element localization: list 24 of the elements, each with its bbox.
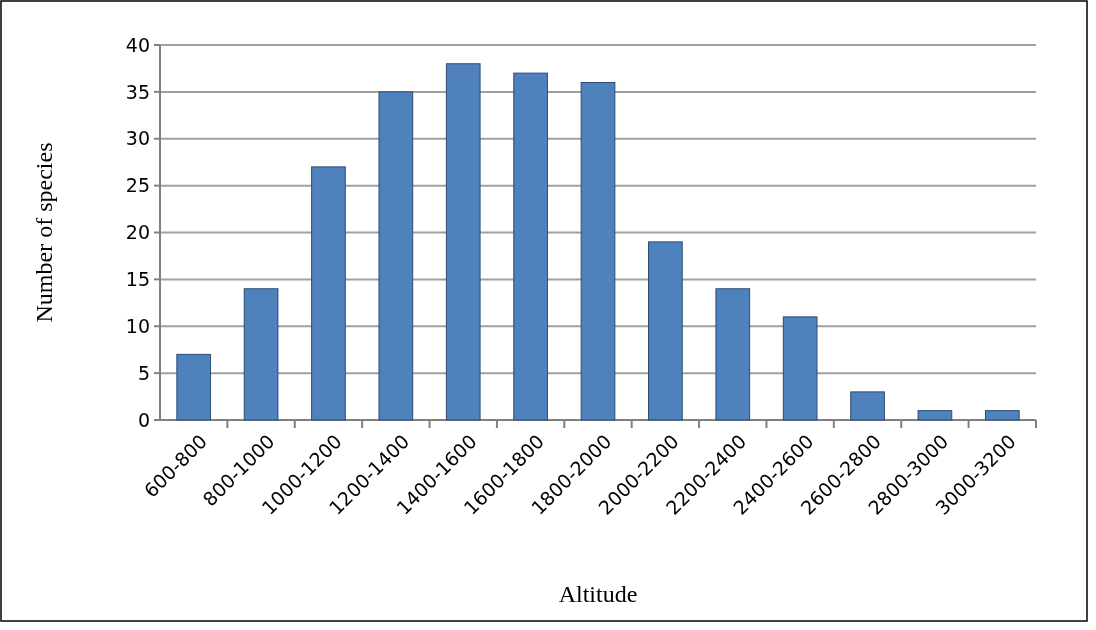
- y-tick-label: 20: [125, 221, 150, 244]
- y-tick-label: 25: [125, 174, 150, 197]
- bar: [445, 63, 481, 421]
- bar: [715, 288, 751, 421]
- y-tick-label: 5: [137, 361, 150, 384]
- y-tick-label: 15: [125, 268, 150, 291]
- bar: [782, 316, 818, 421]
- bar: [648, 241, 683, 421]
- y-tick-label: 40: [125, 33, 150, 56]
- y-tick-label: 30: [125, 127, 150, 150]
- bar: [513, 72, 548, 421]
- bar: [917, 410, 953, 421]
- y-axis-title: Number of species: [31, 142, 57, 323]
- y-tick-label: 0: [137, 408, 150, 431]
- bar: [984, 410, 1020, 421]
- y-tick-label: 35: [125, 80, 150, 103]
- bar: [243, 288, 279, 421]
- bar: [850, 391, 885, 421]
- bar: [176, 353, 212, 421]
- y-tick-label: 10: [125, 314, 150, 337]
- x-axis-title: Altitude: [558, 581, 638, 607]
- bar: [580, 82, 616, 421]
- bar: [311, 166, 346, 421]
- bar: [378, 91, 414, 421]
